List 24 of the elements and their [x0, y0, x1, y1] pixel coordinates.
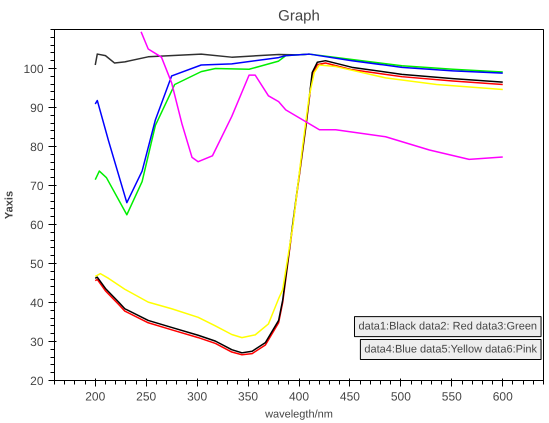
y-axis-title: Yaxis: [3, 190, 16, 220]
y-tick-label: 60: [30, 218, 44, 232]
x-tick-label: 300: [187, 390, 208, 404]
x-tick-label: 450: [340, 390, 360, 404]
x-tick-label: 500: [390, 390, 412, 404]
x-tick-label: 550: [442, 390, 462, 404]
y-tick-label: 70: [30, 179, 44, 193]
x-tick-label: 600: [492, 390, 514, 404]
line-series: [140, 31, 504, 162]
annotation: data1:Black data2: Red data3:Green: [358, 320, 538, 333]
x-tick-label: 350: [238, 390, 258, 404]
y-tick-label: 20: [30, 374, 44, 388]
y-tick-label: 40: [30, 296, 44, 310]
x-tick-label: 250: [136, 390, 157, 404]
y-tick-label: 100: [23, 62, 44, 76]
y-tick-label: 90: [30, 101, 44, 115]
y-tick-label: 50: [30, 257, 44, 271]
x-tick-label: 400: [288, 390, 310, 404]
y-tick-label: 30: [30, 335, 44, 349]
x-tick-label: 200: [85, 390, 106, 404]
annotation: data4:Blue data5:Yellow data6:Pink: [364, 343, 538, 356]
y-tick-label: 80: [30, 140, 44, 154]
chart-title: Graph: [278, 8, 320, 24]
x-axis-title: wavelegth/nm: [264, 408, 333, 420]
